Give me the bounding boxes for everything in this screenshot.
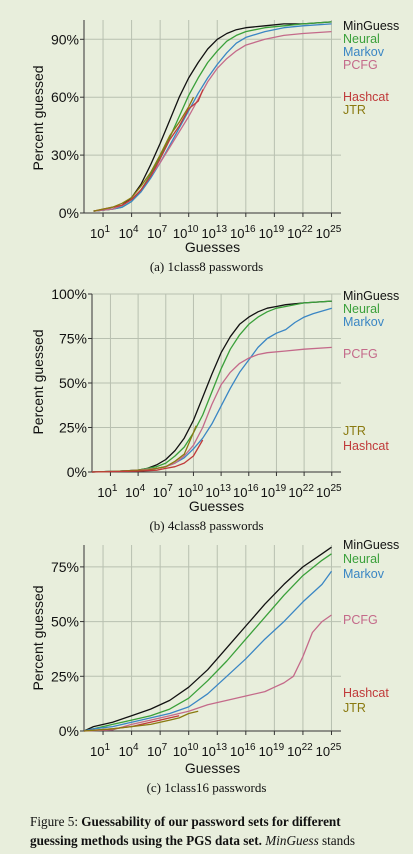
x-tick-label: 104 <box>119 224 139 241</box>
y-tick-label: 25% <box>51 668 79 684</box>
x-tick-label: 1013 <box>201 224 227 241</box>
y-tick-label: 75% <box>59 331 87 347</box>
y-tick-label: 50% <box>59 375 87 391</box>
series-line-pcfg <box>93 30 332 212</box>
figure-caption-italic: MinGuess <box>265 833 319 848</box>
legend-hashcat: Hashcat <box>343 686 389 700</box>
legend-neural: Neural <box>343 552 380 566</box>
series-line-neural <box>91 300 332 473</box>
legend-minguess: MinGuess <box>343 19 399 33</box>
series-line-hashcat <box>91 439 204 473</box>
y-axis-label: Percent guessed <box>30 329 46 434</box>
series-line-markov <box>83 570 333 732</box>
x-axis-label: Guesses <box>185 760 240 776</box>
chart-b: 0% 25% 50% 75% 100% 101 104 107 1010 1013 1016 1019… <box>30 286 399 514</box>
series-line-minguess <box>93 21 332 212</box>
x-tick-label: 107 <box>147 742 167 759</box>
x-tick-label: 104 <box>119 742 139 759</box>
chart-caption-a: (a) 1class8 passwords <box>149 259 264 274</box>
x-tick-label: 1019 <box>261 483 287 500</box>
series-line-markov <box>93 23 332 212</box>
figure-caption-bold: Guessability of our password sets for di… <box>30 814 341 848</box>
x-axis-label: Guesses <box>189 498 244 514</box>
legend-pcfg: PCFG <box>343 58 378 72</box>
y-tick-label: 50% <box>51 614 79 630</box>
y-tick-label: 60% <box>51 89 79 105</box>
series-line-jtr <box>83 710 199 732</box>
legend-minguess: MinGuess <box>343 289 399 303</box>
y-tick-label: 0% <box>59 205 79 221</box>
series-line-pcfg <box>83 614 332 732</box>
series-line-minguess <box>83 546 332 732</box>
x-tick-label: 1022 <box>287 742 313 759</box>
y-axis-label: Percent guessed <box>30 65 46 170</box>
legend-neural: Neural <box>343 32 380 46</box>
x-tick-label: 107 <box>147 224 167 241</box>
x-tick-label: 1019 <box>259 742 285 759</box>
x-tick-label: 1013 <box>205 483 231 500</box>
x-tick-label: 1022 <box>288 483 314 500</box>
x-tick-label: 1010 <box>173 742 199 759</box>
y-tick-label: 100% <box>51 286 87 302</box>
legend-hashcat: Hashcat <box>343 90 389 104</box>
y-tick-label: 0% <box>67 464 87 480</box>
x-tick-label: 1013 <box>201 742 227 759</box>
x-tick-label: 1010 <box>178 483 204 500</box>
x-tick-label: 1016 <box>230 742 256 759</box>
legend-minguess: MinGuess <box>343 538 399 552</box>
legend-jtr: JTR <box>343 701 366 715</box>
chart-a: 0% 30% 60% 90% 101 104 107 1010 1013 1016 1019 1022… <box>30 19 399 255</box>
chart-caption-b: (b) 4class8 passwords <box>149 518 264 533</box>
figure-caption-rest: stands <box>322 833 355 848</box>
x-tick-label: 1025 <box>316 483 342 500</box>
x-tick-label: 1025 <box>316 742 342 759</box>
figure-caption: Figure 5: Guessability of our password s… <box>30 812 390 850</box>
x-tick-label: 104 <box>125 483 145 500</box>
series-line-hashcat <box>93 89 204 212</box>
x-tick-label: 1016 <box>233 483 259 500</box>
legend-jtr: JTR <box>343 424 366 438</box>
x-tick-label: 101 <box>90 742 110 759</box>
x-tick-label: 1022 <box>287 224 313 241</box>
legend-markov: Markov <box>343 567 385 581</box>
x-axis-label: Guesses <box>185 239 240 255</box>
y-tick-label: 0% <box>59 723 79 739</box>
x-tick-label: 1019 <box>259 224 285 241</box>
series-line-minguess <box>91 300 332 473</box>
y-axis-label: Percent guessed <box>30 585 46 690</box>
chart-caption-c: (c) 1class16 passwords <box>146 780 267 795</box>
x-tick-label: 1025 <box>316 224 342 241</box>
series-line-markov <box>91 307 332 473</box>
x-tick-label: 107 <box>153 483 173 500</box>
legend-neural: Neural <box>343 302 380 316</box>
figure-label: Figure 5: <box>30 814 78 829</box>
y-tick-label: 90% <box>51 31 79 47</box>
y-tick-label: 75% <box>51 559 79 575</box>
x-tick-label: 101 <box>97 483 117 500</box>
x-tick-label: 1016 <box>230 224 256 241</box>
series-line-pcfg <box>91 346 332 473</box>
legend-markov: Markov <box>343 45 385 59</box>
legend-hashcat: Hashcat <box>343 439 389 453</box>
y-tick-label: 25% <box>59 420 87 436</box>
y-tick-label: 30% <box>51 147 79 163</box>
chart-c: 0% 25% 50% 75% 101 104 107 1010 1013 1016 1019 1022… <box>30 538 399 776</box>
chart-panel-a: 0% 30% 60% 90% 101 104 107 1010 1013 1016 1019 1022… <box>0 0 413 285</box>
series-line-jtr <box>93 96 195 212</box>
x-tick-label: 1010 <box>173 224 199 241</box>
series-line-neural <box>93 21 332 212</box>
chart-panel-b: 0% 25% 50% 75% 100% 101 104 107 1010 1013 1016 1019… <box>0 280 413 540</box>
series-line-neural <box>83 553 332 732</box>
x-tick-label: 101 <box>90 224 110 241</box>
legend-jtr: JTR <box>343 103 366 117</box>
legend-pcfg: PCFG <box>343 347 378 361</box>
chart-panel-c: 0% 25% 50% 75% 101 104 107 1010 1013 1016 1019 1022… <box>0 535 413 805</box>
legend-markov: Markov <box>343 315 385 329</box>
legend-pcfg: PCFG <box>343 613 378 627</box>
